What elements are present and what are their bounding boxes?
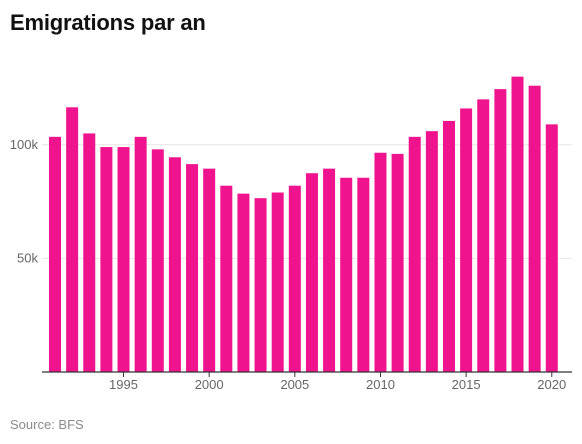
bar (477, 99, 490, 373)
bar (168, 157, 181, 372)
bar (151, 149, 164, 372)
bar (323, 168, 336, 372)
bar (288, 185, 301, 372)
bar (460, 108, 473, 373)
bar (374, 152, 387, 372)
bar (305, 173, 318, 372)
bar (494, 89, 507, 373)
bar (83, 133, 96, 372)
bar (49, 136, 61, 372)
bar (220, 185, 233, 372)
chart-title: Emigrations par an (10, 10, 206, 35)
y-tick-label: 50k (17, 250, 38, 265)
x-tick-label: 1995 (109, 377, 138, 392)
bar (391, 153, 404, 372)
x-tick-label: 2015 (452, 377, 481, 392)
bar (528, 85, 541, 373)
bar (186, 164, 199, 372)
bar (117, 147, 130, 372)
bar (134, 136, 147, 372)
bar (357, 177, 370, 372)
bar (511, 76, 524, 372)
x-tick-label: 2020 (537, 377, 566, 392)
source-note: Source: BFS (10, 417, 84, 432)
bar (100, 147, 113, 372)
bar (442, 120, 455, 372)
bar (340, 177, 353, 372)
bar (66, 107, 79, 372)
x-tick-label: 2010 (366, 377, 395, 392)
bar (254, 198, 267, 372)
bar (425, 131, 438, 372)
bar (545, 124, 558, 373)
bar (408, 136, 421, 372)
x-tick-label: 2000 (195, 377, 224, 392)
x-tick-label: 2005 (280, 377, 309, 392)
bar (237, 193, 250, 372)
bar (271, 192, 284, 372)
y-tick-label: 100k (10, 137, 39, 152)
bar (203, 168, 216, 372)
